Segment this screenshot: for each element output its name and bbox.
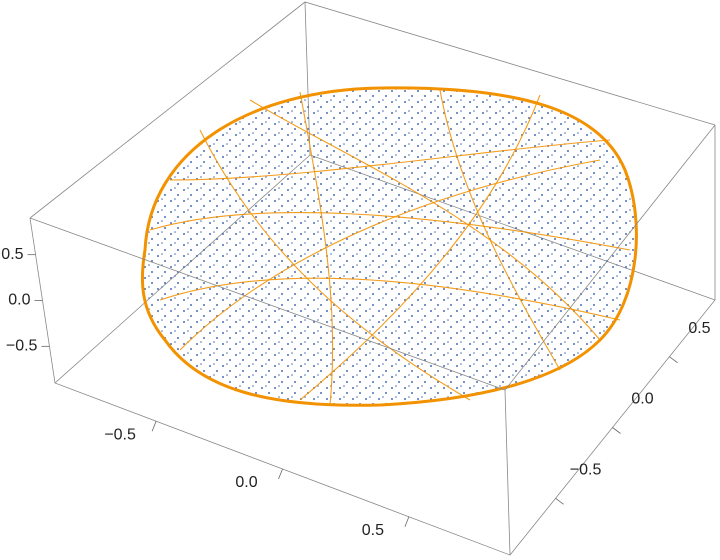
tick-mark: [555, 498, 564, 505]
y-tick-label: 0.5: [688, 320, 710, 337]
x-tick-label: 0.0: [235, 474, 257, 491]
surface: [140, 86, 638, 407]
tick-mark: [612, 427, 621, 434]
box-front: [29, 124, 716, 556]
tick-mark: [404, 516, 410, 527]
tick-mark: [669, 356, 678, 363]
z-tick-label: −0.5: [6, 338, 38, 355]
x-tick-label: 0.5: [362, 522, 384, 539]
tick-mark: [151, 421, 157, 432]
z-tick-label: 0.5: [1, 246, 23, 263]
tick-mark: [278, 468, 283, 480]
y-tick-label: 0.0: [631, 391, 653, 408]
z-tick-label: 0.0: [8, 292, 30, 309]
y-tick-label: −0.5: [570, 462, 602, 479]
x-tick-label: −0.5: [104, 426, 136, 443]
